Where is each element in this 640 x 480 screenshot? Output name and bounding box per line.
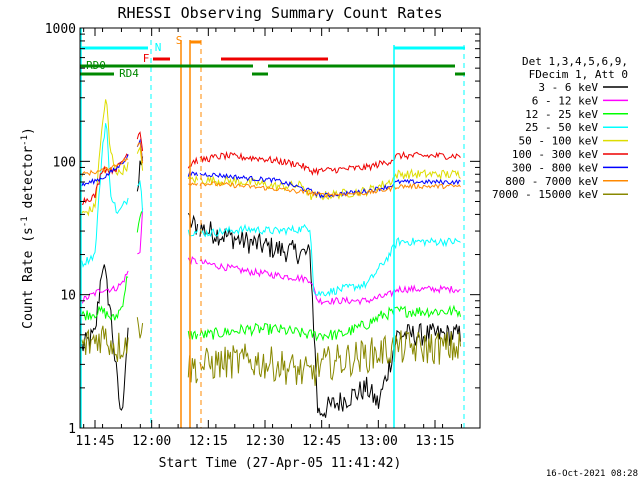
y-tick-label: 10 bbox=[60, 289, 76, 304]
flag-label: S bbox=[176, 34, 183, 47]
series-line bbox=[81, 156, 461, 418]
x-tick-label: 13:15 bbox=[415, 434, 454, 449]
legend-entry-label: 100 - 300 keV bbox=[512, 148, 598, 161]
legend-entry-label: 3 - 6 keV bbox=[538, 81, 598, 94]
x-tick-label: 11:45 bbox=[75, 434, 114, 449]
footer-date: 16-Oct-2021 08:28 bbox=[546, 469, 638, 479]
legend-entry-label: 12 - 25 keV bbox=[525, 108, 598, 121]
legend-header-line: Det 1,3,4,5,6,9, bbox=[522, 55, 628, 68]
x-tick-label: 12:00 bbox=[132, 434, 171, 449]
legend-entry-label: 800 - 7000 keV bbox=[505, 175, 598, 188]
legend-entry-label: 6 - 12 keV bbox=[532, 94, 599, 107]
series-line bbox=[81, 138, 461, 199]
y-label-part1: Count Rate (s bbox=[21, 227, 36, 329]
flag-label: RD4 bbox=[119, 67, 139, 80]
series-line bbox=[81, 208, 461, 306]
series-line bbox=[81, 99, 461, 217]
chart-title: RHESSI Observing Summary Count Rates bbox=[117, 4, 442, 22]
legend-entry-label: 300 - 800 keV bbox=[512, 161, 598, 174]
y-label-part2: detector bbox=[21, 146, 36, 217]
y-label-sup2: -1 bbox=[20, 135, 30, 146]
x-tick-label: 12:45 bbox=[302, 434, 341, 449]
x-tick-label: 13:00 bbox=[359, 434, 398, 449]
series-line bbox=[81, 317, 461, 386]
x-axis-label: Start Time (27-Apr-05 11:41:42) bbox=[159, 456, 402, 471]
y-axis-label: Count Rate (s-1 detector-1) bbox=[20, 127, 36, 329]
y-axis: 1 10 100 1000 bbox=[45, 22, 480, 437]
y-label-sup1: -1 bbox=[20, 216, 30, 227]
y-tick-label: 1000 bbox=[45, 22, 76, 37]
legend-entry-label: 25 - 50 keV bbox=[525, 121, 598, 134]
y-tick-label: 100 bbox=[53, 155, 76, 170]
x-tick-label: 12:30 bbox=[245, 434, 284, 449]
flag-layer: N S F RD0 RD4 bbox=[80, 28, 465, 428]
series-line bbox=[81, 123, 461, 297]
flag-label: F bbox=[143, 52, 150, 65]
legend-header-line: FDecim 1, Att 0 bbox=[529, 68, 628, 81]
legend: Det 1,3,4,5,6,9,FDecim 1, Att 03 - 6 keV… bbox=[492, 55, 628, 201]
series-line bbox=[81, 141, 461, 198]
legend-entry-label: 50 - 100 keV bbox=[519, 135, 599, 148]
legend-entry-label: 7000 - 15000 keV bbox=[492, 188, 598, 201]
x-axis: 11:45 12:00 12:15 12:30 12:45 13:00 13:15 bbox=[75, 28, 462, 449]
y-tick-label: 1 bbox=[68, 422, 76, 437]
data-layer bbox=[81, 99, 461, 418]
plot-frame bbox=[79, 27, 481, 429]
x-tick-label: 12:15 bbox=[189, 434, 228, 449]
y-label-part3: ) bbox=[21, 127, 36, 135]
series-line bbox=[81, 210, 461, 342]
flag-label: RD0 bbox=[86, 59, 106, 72]
flag-label: N bbox=[155, 41, 162, 54]
